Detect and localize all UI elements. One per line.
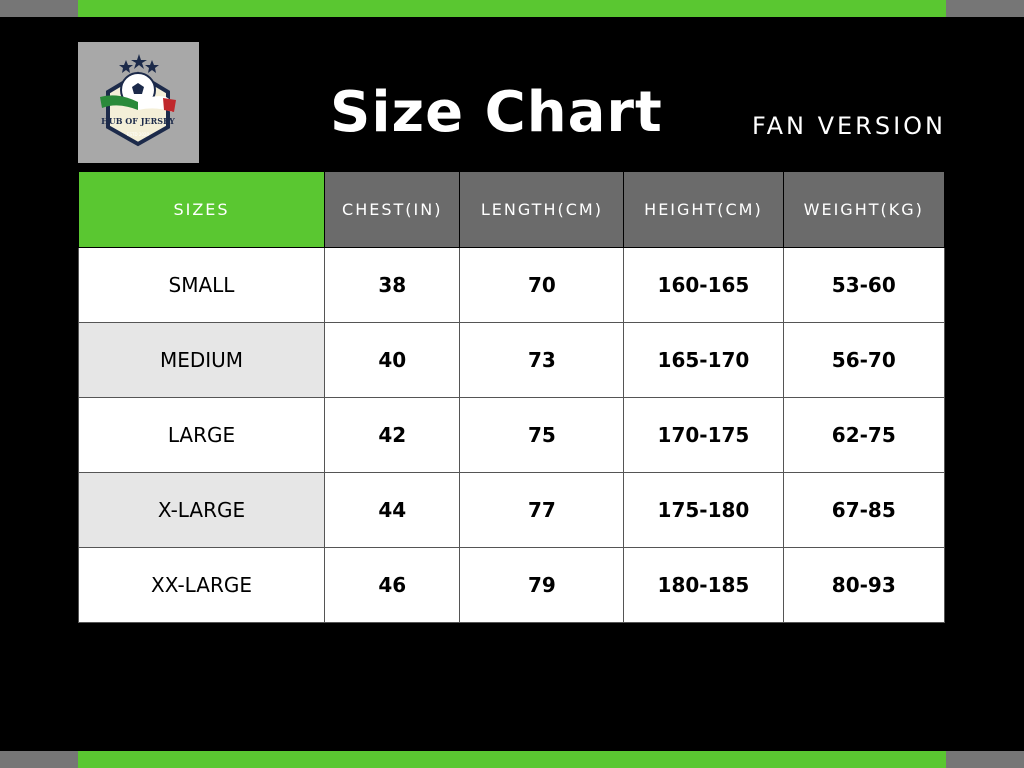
bottom-bar (0, 751, 1024, 768)
table-cell: LARGE (78, 397, 325, 473)
table-cell: 42 (323, 397, 461, 473)
table-cell: 77 (459, 472, 625, 548)
table-cell: 62-75 (782, 397, 946, 473)
table-row: MEDIUM 40 73 165-170 56-70 (78, 322, 946, 398)
logo-text: HUB OF JERSEY (101, 116, 175, 126)
table-row: LARGE 42 75 170-175 62-75 (78, 397, 946, 473)
svg-text:ESTD 2020: ESTD 2020 (127, 132, 149, 137)
table-cell: 73 (459, 322, 625, 398)
table-cell: 53-60 (782, 247, 946, 323)
table-cell: X-LARGE (78, 472, 325, 548)
table-row: XX-LARGE 46 79 180-185 80-93 (78, 547, 946, 623)
table-cell: 44 (323, 472, 461, 548)
table-row: SMALL 38 70 160-165 53-60 (78, 247, 946, 323)
table-cell: 180-185 (623, 547, 784, 623)
table-cell: 79 (459, 547, 625, 623)
column-header: HEIGHT(CM) (623, 171, 784, 248)
table-cell: 75 (459, 397, 625, 473)
table-cell: 46 (323, 547, 461, 623)
page-title: Size Chart (330, 80, 663, 145)
page-subtitle: FAN VERSION (751, 112, 946, 140)
table-cell: 67-85 (782, 472, 946, 548)
table-cell: XX-LARGE (78, 547, 325, 623)
table-cell: 170-175 (623, 397, 784, 473)
table-cell: MEDIUM (78, 322, 325, 398)
table-cell: 70 (459, 247, 625, 323)
size-table: SIZES CHEST(IN) LENGTH(CM) HEIGHT(CM) WEIGHT… (78, 171, 946, 623)
table-cell: SMALL (78, 247, 325, 323)
table-cell: 160-165 (623, 247, 784, 323)
column-header: CHEST(IN) (323, 171, 461, 248)
hub-of-jersey-logo: HUB OF JERSEY ESTD 2020 (78, 42, 199, 163)
table-cell: 56-70 (782, 322, 946, 398)
column-header: LENGTH(CM) (459, 171, 625, 248)
top-bar (0, 0, 1024, 17)
table-cell: 38 (323, 247, 461, 323)
table-cell: 40 (323, 322, 461, 398)
table-cell: 165-170 (623, 322, 784, 398)
column-header: SIZES (78, 171, 325, 248)
table-cell: 80-93 (782, 547, 946, 623)
table-row: X-LARGE 44 77 175-180 67-85 (78, 472, 946, 548)
column-header: WEIGHT(KG) (782, 171, 946, 248)
table-cell: 175-180 (623, 472, 784, 548)
